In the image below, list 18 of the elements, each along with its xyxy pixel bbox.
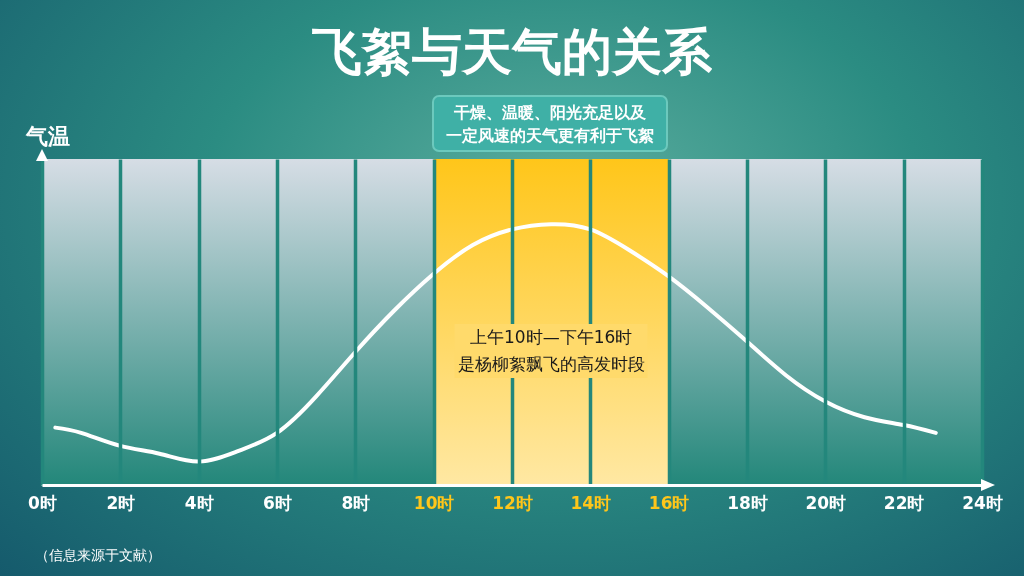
x-tick-label: 20时: [805, 492, 847, 513]
y-axis-title: 气温: [24, 123, 70, 149]
text: 干燥、温暖、阳光充足以及一定风速的天气更有利于飞絮: [432, 95, 668, 152]
chart-title: 飞絮与天气的关系: [311, 23, 713, 81]
x-tick-label: 10时: [413, 492, 455, 513]
band-label: 上午10时—下午16时是杨柳絮飘飞的高发时段: [454, 324, 648, 379]
x-tick-label: 16时: [648, 492, 690, 513]
x-tick-label: 12时: [492, 492, 533, 513]
x-tick-label: 24时: [962, 492, 1003, 513]
text: （信息来源于文献）: [35, 547, 161, 565]
x-tick-label: 22时: [883, 492, 925, 513]
x-tick-label: 0时: [28, 492, 57, 513]
x-tick-label: 2时: [106, 492, 136, 513]
x-tick-label: 8时: [341, 492, 371, 513]
x-tick-label: 4时: [184, 492, 214, 513]
x-tick-label: 14时: [570, 492, 612, 513]
x-tick-label: 6时: [263, 492, 292, 513]
x-tick-label: 18时: [727, 492, 768, 513]
